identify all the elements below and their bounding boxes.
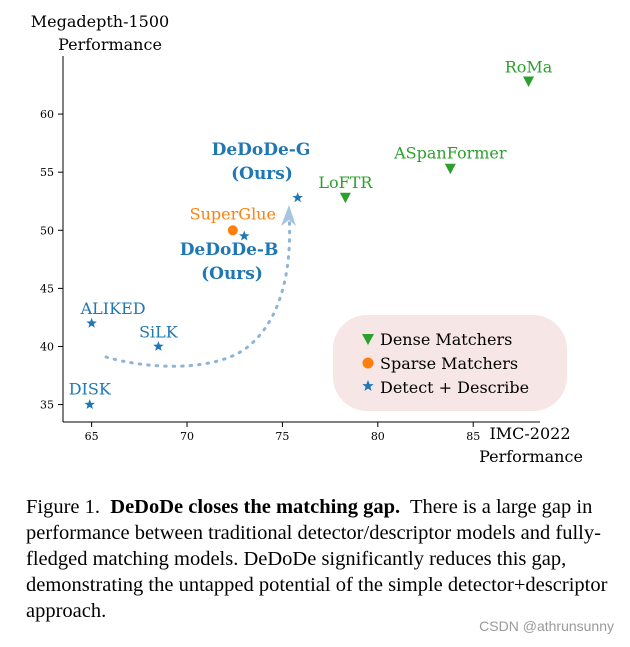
point-loftr	[339, 192, 351, 204]
y-axis-label-line2: Performance	[58, 35, 162, 54]
label-roma: RoMa	[505, 58, 553, 77]
legend-marker-dense	[362, 334, 374, 345]
legend-box	[333, 315, 567, 411]
y-tick-label: 55	[40, 166, 54, 179]
y-tick-label: 60	[40, 108, 54, 121]
point-silk	[153, 340, 164, 351]
figure-caption: Figure 1. DeDoDe closes the matching gap…	[26, 494, 611, 624]
dedode-b-label-line2: (Ours)	[201, 264, 263, 284]
x-axis-label-line1: IMC-2022	[489, 424, 570, 443]
label-aliked: ALIKED	[80, 299, 146, 318]
y-tick-label: 40	[40, 340, 54, 353]
dedode-g-label-line1: DeDoDe-G	[212, 140, 311, 160]
axis-ticks: 65 70 75 80 85 35 40 45 50 55 60	[40, 108, 480, 443]
caption-prefix: Figure 1.	[26, 496, 101, 518]
x-tick-label: 65	[85, 430, 99, 443]
point-dedode-g-ours	[292, 192, 303, 203]
x-tick-label: 75	[275, 430, 289, 443]
x-tick-label: 70	[180, 430, 194, 443]
x-tick-label: 80	[371, 430, 385, 443]
legend-marker-sparse	[362, 357, 374, 369]
y-axis-label-line1: Megadepth-1500	[31, 12, 169, 31]
caption-text: There is a large gap in performance betw…	[26, 496, 608, 622]
y-tick-label: 45	[40, 282, 54, 295]
dedode-g-label-line2: (Ours)	[231, 164, 293, 184]
point-superglue	[227, 225, 238, 236]
watermark: CSDN @athrunsunny	[479, 618, 614, 634]
legend-label-sparse: Sparse Matchers	[380, 354, 518, 373]
label-loftr: LoFTR	[318, 173, 373, 192]
point-dedode-b-ours	[239, 230, 250, 241]
legend-marker-detect	[362, 380, 374, 391]
label-aspanformer: ASpanFormer	[393, 144, 507, 163]
legend: Dense Matchers Sparse Matchers Detect + …	[333, 315, 567, 411]
caption-title: DeDoDe closes the matching gap.	[110, 496, 401, 518]
improvement-arrow	[104, 211, 292, 368]
y-tick-label: 35	[40, 399, 54, 412]
point-labels: RoMa ASpanFormer LoFTR SuperGlue ALIKED SiLK D…	[69, 58, 553, 399]
legend-label-dense: Dense Matchers	[380, 330, 512, 349]
label-silk: SiLK	[139, 322, 179, 341]
x-axis-label-line2: Performance	[479, 447, 583, 466]
point-aliked	[86, 317, 97, 328]
point-roma	[523, 76, 535, 88]
point-aspanformer	[444, 163, 456, 175]
label-superglue: SuperGlue	[190, 204, 276, 223]
scatter-chart: Megadepth-1500 Performance IMC-2022 Perf…	[31, 12, 583, 466]
y-tick-label: 50	[40, 224, 54, 237]
label-disk: DISK	[69, 380, 112, 399]
dedode-b-label-line1: DeDoDe-B	[180, 240, 279, 260]
arrow-head	[281, 205, 296, 226]
x-tick-label: 85	[466, 430, 480, 443]
legend-label-detect: Detect + Describe	[380, 378, 529, 397]
point-disk	[84, 399, 95, 410]
data-points	[84, 76, 535, 410]
